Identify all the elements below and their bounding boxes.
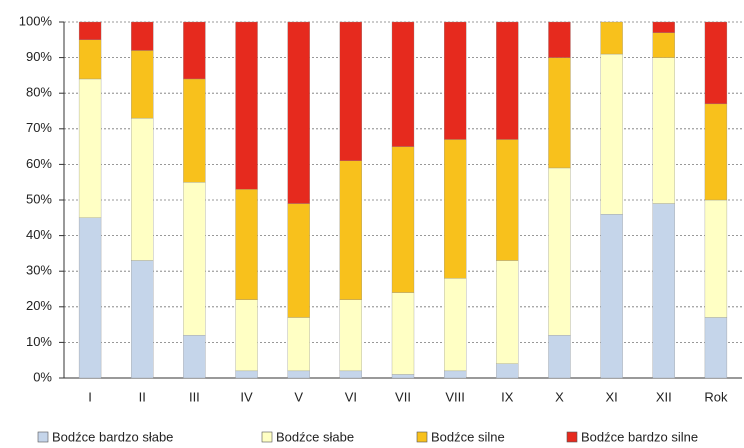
- bar-segment: [183, 78, 206, 183]
- bar-segment: [444, 21, 467, 140]
- bar-segment: [287, 317, 310, 372]
- bar-segment: [548, 335, 571, 379]
- bar-segment: [78, 217, 102, 379]
- bar-segment: [131, 21, 154, 51]
- y-tick-label: 90%: [26, 49, 52, 64]
- bar-segment: [496, 139, 519, 261]
- x-tick-label: IV: [240, 389, 253, 404]
- x-tick-label: V: [294, 389, 303, 404]
- bar-segment: [548, 21, 571, 58]
- bar-segment: [548, 57, 571, 169]
- bar-segment: [183, 21, 206, 80]
- bar-segment: [444, 139, 467, 279]
- bar-segment: [548, 167, 571, 336]
- y-tick-label: 60%: [26, 156, 52, 171]
- x-tick-label: Rok: [704, 389, 728, 404]
- bar-segment: [78, 21, 102, 40]
- bar-segment: [652, 21, 675, 33]
- bar-segment: [444, 370, 467, 379]
- bar-segment: [78, 78, 102, 218]
- bar-segment: [652, 57, 675, 204]
- bar-segment: [600, 214, 623, 379]
- x-tick-label: IX: [501, 389, 514, 404]
- x-tick-label: VII: [395, 389, 411, 404]
- x-tick-label: XI: [605, 389, 617, 404]
- bar-segment: [235, 21, 258, 190]
- y-tick-label: 0%: [33, 369, 52, 384]
- y-tick-label: 10%: [26, 334, 52, 349]
- bar-segment: [339, 160, 362, 300]
- legend-label: Bodźce bardzo słabe: [52, 429, 173, 444]
- bar-segment: [600, 53, 623, 215]
- bar-segment: [704, 21, 728, 105]
- bar-segment: [78, 39, 102, 80]
- bar-segment: [183, 182, 206, 336]
- bar-segment: [704, 317, 728, 379]
- bar-segment: [600, 21, 623, 55]
- y-tick-label: 80%: [26, 85, 52, 100]
- y-tick-label: 50%: [26, 191, 52, 206]
- bar-segment: [235, 370, 258, 379]
- bar-segment: [131, 260, 154, 379]
- x-tick-label: XII: [656, 389, 672, 404]
- x-tick-label: VI: [345, 389, 357, 404]
- bar-segment: [496, 260, 519, 364]
- bar-segment: [391, 374, 415, 379]
- y-tick-label: 100%: [19, 13, 53, 28]
- bar-segment: [339, 21, 362, 161]
- bar-segment: [235, 299, 258, 372]
- legend-label: Bodźce słabe: [276, 429, 354, 444]
- bar-segment: [287, 203, 310, 318]
- bar-segment: [496, 21, 519, 140]
- y-tick-label: 40%: [26, 227, 52, 242]
- legend-swatch: [37, 431, 49, 443]
- y-tick-label: 30%: [26, 263, 52, 278]
- bar-segment: [444, 278, 467, 372]
- x-tick-label: I: [88, 389, 92, 404]
- bar-segment: [391, 21, 415, 147]
- bar-segment: [496, 363, 519, 379]
- bar-segment: [287, 21, 310, 204]
- bar-segment: [183, 335, 206, 379]
- bar-segment: [339, 299, 362, 372]
- legend-swatch: [261, 431, 273, 443]
- bar-segment: [339, 370, 362, 379]
- x-tick-label: III: [189, 389, 200, 404]
- x-tick-label: VIII: [445, 389, 465, 404]
- bar-segment: [391, 292, 415, 375]
- bar-segment: [131, 117, 154, 261]
- bar-segment: [652, 203, 675, 379]
- legend-label: Bodźce bardzo silne: [581, 429, 698, 444]
- bar-segment: [704, 103, 728, 201]
- legend-swatch: [566, 431, 578, 443]
- bar-segment: [235, 189, 258, 300]
- bar-segment: [652, 32, 675, 58]
- legend-label: Bodźce silne: [431, 429, 505, 444]
- bar-segment: [704, 199, 728, 318]
- bar-segment: [131, 50, 154, 119]
- legend-swatch: [416, 431, 428, 443]
- x-tick-label: II: [139, 389, 146, 404]
- x-tick-label: X: [555, 389, 564, 404]
- bar-segment: [287, 370, 310, 379]
- y-tick-label: 70%: [26, 120, 52, 135]
- y-tick-label: 20%: [26, 298, 52, 313]
- bar-segment: [391, 146, 415, 293]
